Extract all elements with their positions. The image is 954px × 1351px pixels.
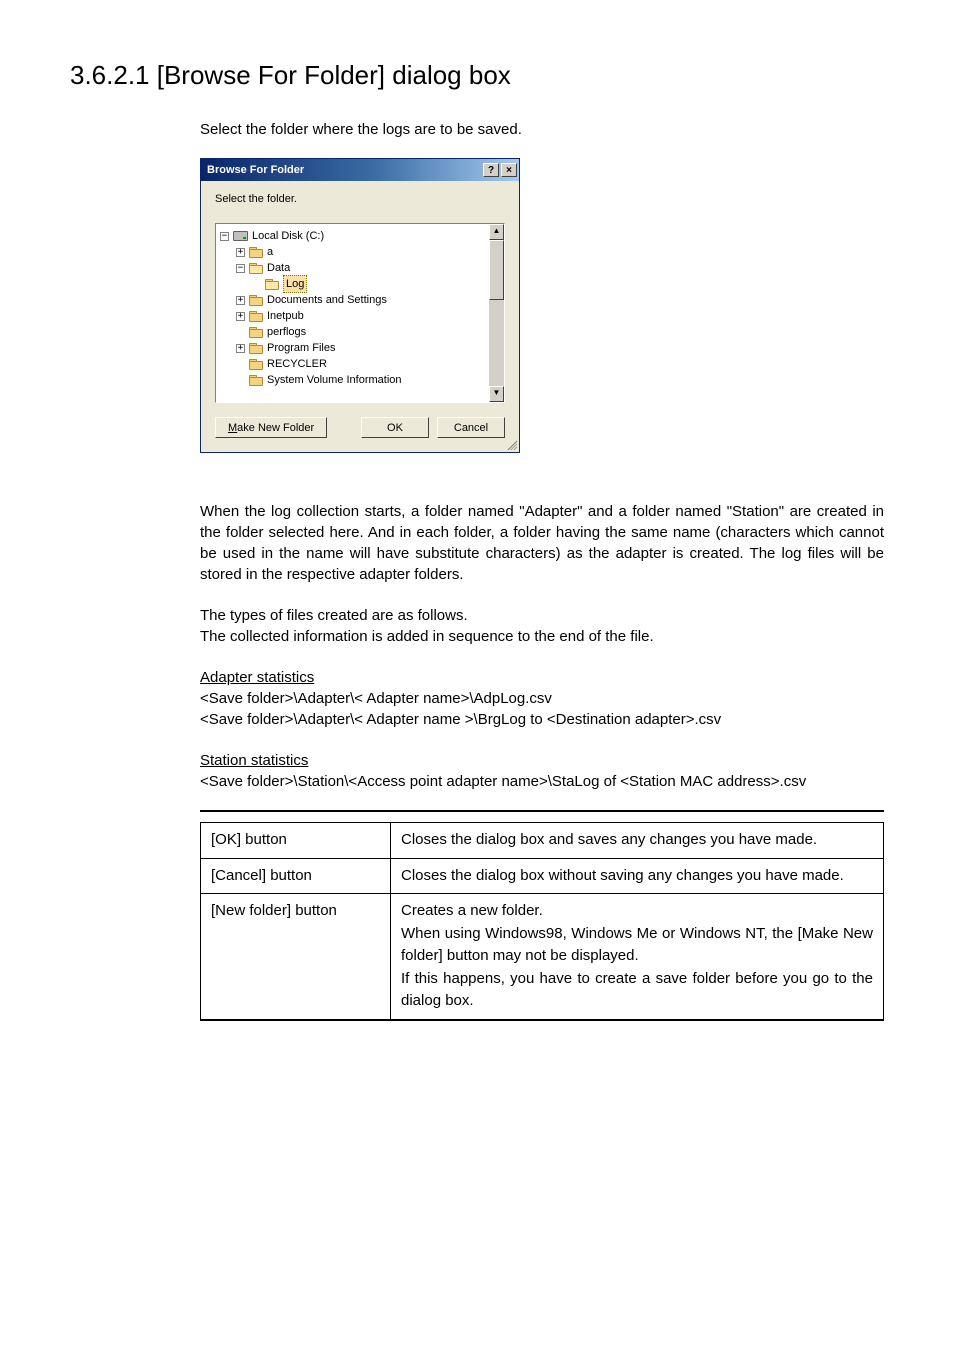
dialog-instruction: Select the folder. xyxy=(215,193,505,205)
definitions-table: [OK] button Closes the dialog box and sa… xyxy=(200,822,884,1021)
folder-icon xyxy=(249,327,263,338)
folder-icon xyxy=(249,359,263,370)
station-stats-title: Station statistics xyxy=(200,750,884,771)
dialog-title: Browse For Folder xyxy=(207,164,483,176)
intro-text: Select the folder where the logs are to … xyxy=(200,121,884,138)
folder-open-icon xyxy=(249,263,263,274)
adapter-stats-line-2: <Save folder>\Adapter\< Adapter name >\B… xyxy=(200,709,884,730)
table-row: [New folder] button Creates a new folder… xyxy=(201,894,884,1020)
def-desc: Creates a new folder.When using Windows9… xyxy=(391,894,884,1020)
resize-grip-icon[interactable] xyxy=(505,438,517,450)
tree-node-log[interactable]: Log xyxy=(220,276,486,292)
tree-label: Documents and Settings xyxy=(267,292,387,308)
description-paragraph-2: The types of files created are as follow… xyxy=(200,605,884,647)
tree-label: RECYCLER xyxy=(267,356,327,372)
expand-icon[interactable]: + xyxy=(236,296,245,305)
collapse-icon[interactable]: − xyxy=(220,232,229,241)
def-desc: Closes the dialog box and saves any chan… xyxy=(391,823,884,859)
tree-node-perflogs[interactable]: perflogs xyxy=(220,324,486,340)
table-row: [Cancel] button Closes the dialog box wi… xyxy=(201,858,884,894)
folder-icon xyxy=(249,343,263,354)
tree-label-selected: Log xyxy=(283,275,307,293)
tree-node-a[interactable]: + a xyxy=(220,244,486,260)
tree-label: Inetpub xyxy=(267,308,304,324)
description-paragraph-1: When the log collection starts, a folder… xyxy=(200,501,884,585)
disk-icon xyxy=(233,231,248,241)
browse-for-folder-dialog: Browse For Folder ? × Select the folder.… xyxy=(200,158,520,453)
folder-icon xyxy=(249,375,263,386)
tree-label: a xyxy=(267,244,273,260)
tree-label: Data xyxy=(267,260,290,276)
folder-open-icon xyxy=(265,279,279,290)
divider xyxy=(200,810,884,812)
ok-button[interactable]: OK xyxy=(361,417,429,438)
cancel-button[interactable]: Cancel xyxy=(437,417,505,438)
button-label-rest: ake New Folder xyxy=(237,422,314,434)
folder-icon xyxy=(249,247,263,258)
close-icon[interactable]: × xyxy=(501,163,517,177)
scrollbar[interactable]: ▲ ▼ xyxy=(488,224,504,402)
station-stats-line-1: <Save folder>\Station\<Access point adap… xyxy=(200,771,884,792)
folder-icon xyxy=(249,311,263,322)
expand-icon[interactable]: + xyxy=(236,248,245,257)
adapter-stats-line-1: <Save folder>\Adapter\< Adapter name>\Ad… xyxy=(200,688,884,709)
page-heading: 3.6.2.1 [Browse For Folder] dialog box xyxy=(70,60,884,91)
tree-label: Local Disk (C:) xyxy=(252,228,324,244)
line: The types of files created are as follow… xyxy=(200,607,468,624)
tree-node-inetpub[interactable]: + Inetpub xyxy=(220,308,486,324)
tree-node-data[interactable]: − Data xyxy=(220,260,486,276)
def-name: [OK] button xyxy=(201,823,391,859)
folder-icon xyxy=(249,295,263,306)
tree-node-docs[interactable]: + Documents and Settings xyxy=(220,292,486,308)
scroll-down-icon[interactable]: ▼ xyxy=(489,386,504,402)
tree-label: perflogs xyxy=(267,324,306,340)
adapter-stats-title: Adapter statistics xyxy=(200,667,884,688)
make-new-folder-button[interactable]: Make New Folder xyxy=(215,417,327,438)
table-row: [OK] button Closes the dialog box and sa… xyxy=(201,823,884,859)
scroll-track[interactable] xyxy=(489,240,504,386)
expand-icon[interactable]: + xyxy=(236,312,245,321)
line: The collected information is added in se… xyxy=(200,628,654,645)
scroll-thumb[interactable] xyxy=(489,240,504,300)
scroll-up-icon[interactable]: ▲ xyxy=(489,224,504,240)
def-name: [Cancel] button xyxy=(201,858,391,894)
def-desc: Closes the dialog box without saving any… xyxy=(391,858,884,894)
dialog-titlebar: Browse For Folder ? × xyxy=(201,159,519,181)
collapse-icon[interactable]: − xyxy=(236,264,245,273)
folder-tree: − Local Disk (C:) + a − Data xyxy=(215,223,505,403)
tree-label: Program Files xyxy=(267,340,335,356)
tree-label: System Volume Information xyxy=(267,372,402,388)
tree-node-svi[interactable]: System Volume Information xyxy=(220,372,486,388)
accel-char: M xyxy=(228,422,237,434)
def-name: [New folder] button xyxy=(201,894,391,1020)
help-icon[interactable]: ? xyxy=(483,163,499,177)
tree-node-programfiles[interactable]: + Program Files xyxy=(220,340,486,356)
expand-icon[interactable]: + xyxy=(236,344,245,353)
tree-node-recycler[interactable]: RECYCLER xyxy=(220,356,486,372)
tree-node-localdisk[interactable]: − Local Disk (C:) xyxy=(220,228,486,244)
